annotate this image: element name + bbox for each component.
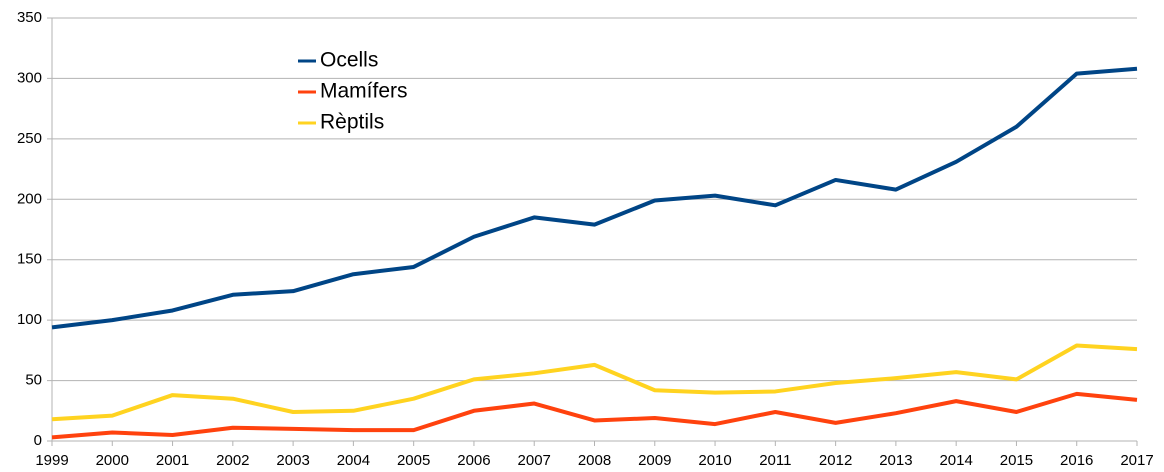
x-tick-label: 1999 — [35, 452, 68, 469]
series-line — [51, 391, 1138, 440]
y-tick-label: 50 — [25, 372, 42, 389]
x-tick-label: 2014 — [939, 452, 972, 469]
series-line — [51, 66, 1138, 330]
x-tick-label: 2001 — [156, 452, 189, 469]
series-line — [51, 343, 1138, 422]
x-tick-label: 2009 — [638, 452, 671, 469]
x-tick-label: 2003 — [276, 452, 309, 469]
x-tick-label: 2015 — [1000, 452, 1033, 469]
x-tick-label: 2004 — [337, 452, 370, 469]
legend-label: Rèptils — [320, 111, 384, 134]
x-tick-label: 2006 — [457, 452, 490, 469]
y-tick-label: 300 — [17, 69, 42, 86]
x-tick-label: 2016 — [1060, 452, 1093, 469]
x-tick-label: 2005 — [397, 452, 430, 469]
x-tick-label: 2010 — [698, 452, 731, 469]
x-tick-label: 2013 — [879, 452, 912, 469]
x-tick-label: 2002 — [216, 452, 249, 469]
y-tick-label: 250 — [17, 130, 42, 147]
legend-label: Mamífers — [320, 80, 408, 103]
x-tick-label: 2011 — [759, 452, 791, 469]
y-tick-label: 350 — [17, 9, 42, 26]
x-tick-label: 2000 — [96, 452, 129, 469]
y-tick-label: 200 — [17, 190, 42, 207]
legend-label: Ocells — [320, 49, 378, 72]
x-tick-label: 2017 — [1120, 452, 1153, 469]
y-tick-label: 100 — [17, 311, 42, 328]
y-tick-label: 150 — [17, 251, 42, 268]
x-tick-label: 2008 — [578, 452, 611, 469]
x-tick-label: 2012 — [819, 452, 852, 469]
y-tick-label: 0 — [34, 432, 42, 449]
x-tick-label: 2007 — [518, 452, 551, 469]
